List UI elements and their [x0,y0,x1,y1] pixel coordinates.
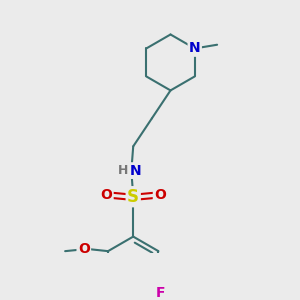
Text: O: O [154,188,166,202]
Text: N: N [189,41,200,56]
Text: H: H [118,164,128,177]
Text: N: N [129,164,141,178]
Text: O: O [100,188,112,202]
Text: F: F [155,286,165,300]
Text: O: O [78,242,90,256]
Text: S: S [127,188,139,206]
